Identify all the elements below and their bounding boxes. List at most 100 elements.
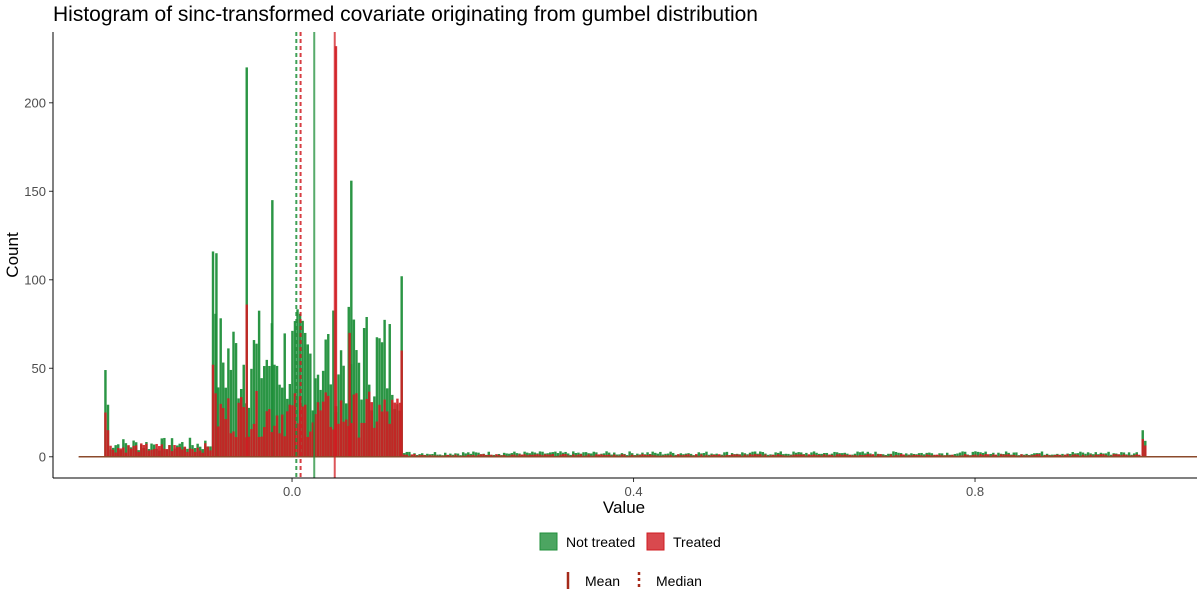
- histogram-bar: [206, 446, 210, 457]
- histogram-bar: [319, 410, 322, 457]
- histogram-bar: [495, 454, 498, 457]
- histogram-bar: [751, 451, 754, 457]
- histogram-bar: [242, 407, 245, 457]
- histogram-bar: [286, 411, 289, 457]
- reference-lines: [295, 32, 336, 478]
- histogram-bar: [615, 454, 619, 457]
- histogram-bar: [856, 451, 859, 457]
- y-tick-label: 200: [24, 95, 46, 110]
- histogram-bar: [357, 362, 361, 457]
- histogram-bar: [257, 436, 261, 457]
- histogram-bar: [825, 452, 829, 457]
- histogram-bar: [810, 454, 813, 457]
- histogram-bar: [984, 454, 987, 457]
- histogram-bar: [725, 454, 729, 457]
- histogram-bar: [569, 454, 572, 457]
- histogram-bar: [628, 451, 631, 457]
- histogram-bar: [546, 454, 549, 457]
- histogram-bar: [646, 454, 649, 457]
- histogram-bar: [1071, 451, 1074, 457]
- histogram-bar: [142, 445, 146, 457]
- histogram-bar: [610, 454, 613, 457]
- histogram-bar: [669, 451, 672, 457]
- histogram-bar: [774, 452, 777, 457]
- histogram-bar: [525, 452, 529, 457]
- histogram-bar: [301, 406, 304, 457]
- histogram-bar: [316, 402, 320, 457]
- histogram-bar: [211, 364, 215, 457]
- histogram-bar: [211, 251, 215, 457]
- histogram-bar: [234, 343, 238, 457]
- histogram-bar: [362, 328, 366, 457]
- histogram-bar: [797, 454, 800, 457]
- histogram-bar: [186, 451, 189, 457]
- histogram-bar: [237, 402, 240, 457]
- legend-fill: Not treated Treated: [539, 532, 721, 551]
- histogram-bar: [756, 454, 759, 457]
- histogram-bar: [247, 436, 251, 457]
- histogram-bar: [618, 454, 621, 457]
- histogram-bar: [405, 451, 409, 457]
- histogram-bar: [561, 454, 565, 457]
- histogram-bar: [365, 316, 368, 457]
- histogram-bar: [700, 454, 703, 457]
- histogram-bar: [743, 454, 747, 457]
- legend-label-treated: Treated: [673, 534, 721, 550]
- histogram-bar: [263, 427, 266, 457]
- histogram-bar: [252, 423, 256, 457]
- histogram-bar: [375, 337, 379, 457]
- plot-area: [78, 32, 1197, 478]
- histogram-bar: [792, 451, 795, 457]
- histogram-bar: [812, 451, 816, 457]
- histogram-bar: [953, 453, 957, 457]
- histogram-bar: [255, 390, 258, 457]
- histogram-bar: [293, 393, 297, 457]
- histogram-bar: [835, 454, 839, 457]
- histogram-bar: [630, 454, 634, 457]
- histogram-bar: [864, 455, 867, 457]
- histogram-bar: [779, 451, 782, 457]
- histogram-bar: [810, 452, 813, 457]
- histogram-bar: [554, 451, 557, 457]
- histogram-bar: [140, 443, 143, 457]
- histogram-bar: [350, 423, 353, 457]
- histogram-bar: [518, 454, 521, 457]
- histogram-bar: [1138, 454, 1141, 457]
- histogram-bar: [636, 453, 639, 457]
- histogram-bar: [556, 453, 560, 457]
- histogram-bar: [165, 449, 169, 457]
- histogram-bar: [820, 453, 823, 457]
- legend-swatch-not-treated: [539, 532, 558, 551]
- histogram-bar: [373, 427, 376, 457]
- histogram-bar: [114, 452, 117, 457]
- histogram-bar: [188, 448, 192, 457]
- histogram-bar: [584, 452, 588, 457]
- histogram-bar: [109, 445, 112, 457]
- histogram-bar: [502, 452, 506, 457]
- histogram-bar: [472, 451, 475, 457]
- histogram-bar: [666, 453, 670, 457]
- histogram-bar: [551, 454, 555, 457]
- histogram-bar: [922, 454, 926, 457]
- histogram-bar: [296, 423, 299, 457]
- histogram-bar: [792, 454, 795, 457]
- histogram-bar: [152, 449, 156, 457]
- histogram-bar: [533, 454, 537, 457]
- histogram-bar: [270, 432, 274, 457]
- legend-label-not-treated: Not treated: [566, 534, 635, 550]
- histogram-bar: [1112, 454, 1115, 457]
- histogram-bar: [823, 454, 826, 457]
- histogram-bar: [659, 451, 662, 457]
- histogram-bar: [252, 340, 256, 457]
- histogram-bar: [607, 454, 611, 457]
- histogram-bar: [625, 455, 629, 457]
- histogram-bar: [278, 433, 281, 457]
- histogram-bar: [933, 454, 936, 457]
- histogram-bar: [802, 454, 806, 457]
- histogram-bar: [974, 454, 977, 457]
- histogram-bar: [117, 447, 120, 457]
- histogram-bar: [894, 451, 898, 457]
- histogram-bar: [329, 384, 333, 457]
- histogram-bar: [301, 320, 304, 457]
- histogram-bar: [559, 454, 562, 457]
